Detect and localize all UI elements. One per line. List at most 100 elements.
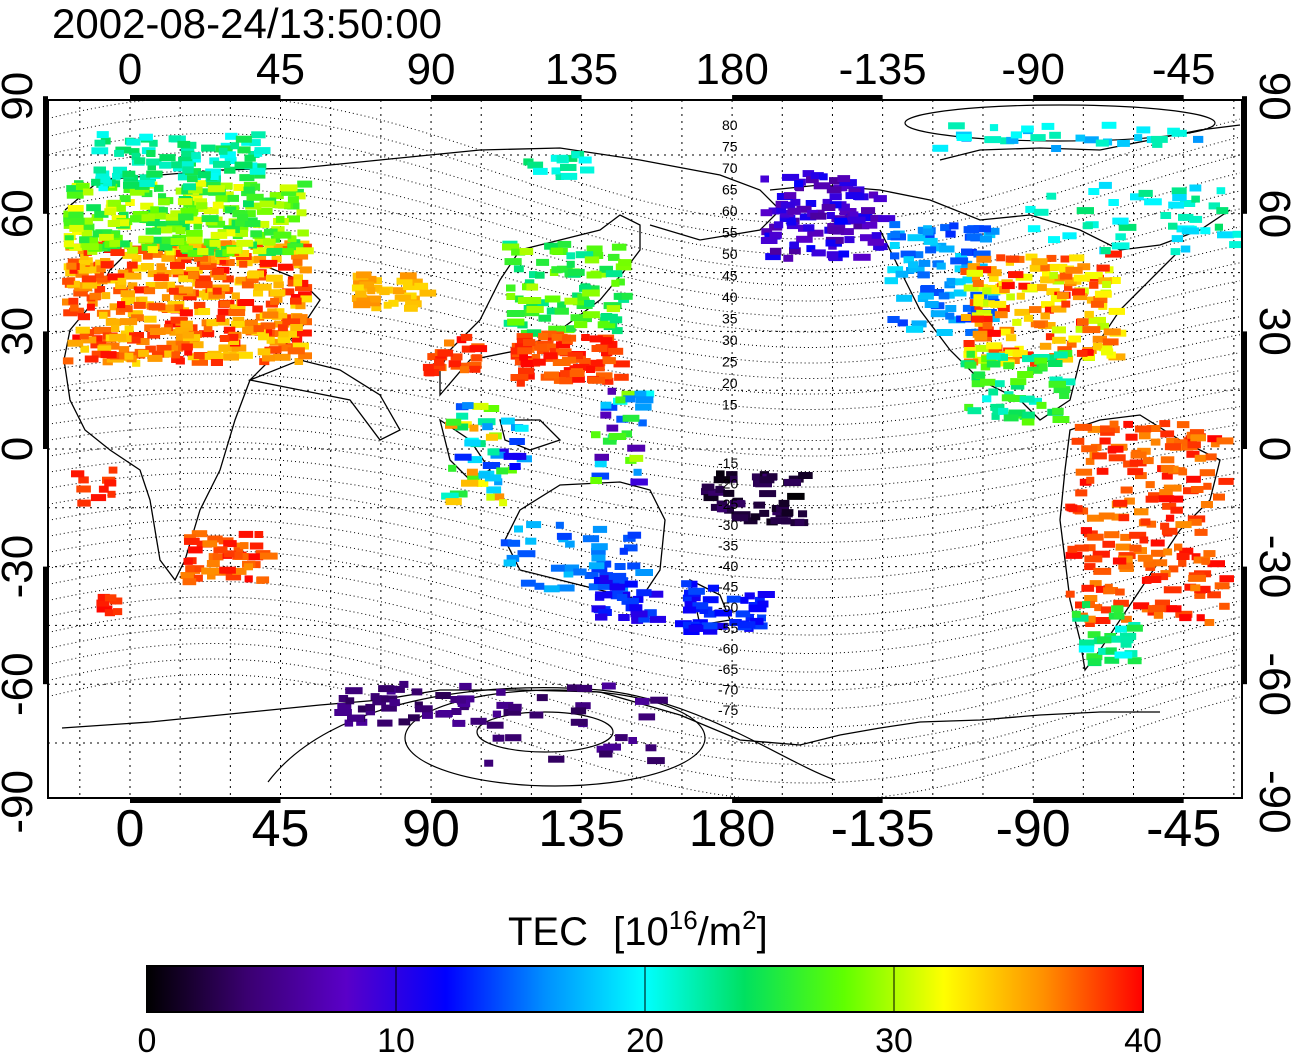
tec-cell: [177, 198, 193, 206]
tec-cell: [111, 230, 120, 238]
tec-cell: [1165, 514, 1175, 522]
tec-cell: [507, 318, 525, 326]
tec-cell: [1065, 551, 1083, 559]
tec-cell: [1170, 506, 1183, 514]
tec-cell: [451, 708, 462, 715]
lon-tick-label: -90: [1001, 45, 1065, 94]
tec-cell: [125, 199, 135, 206]
tec-cell: [1049, 263, 1068, 271]
tec-cell: [684, 596, 697, 604]
tec-cell: [1204, 619, 1215, 626]
tec-cell: [600, 337, 613, 345]
tec-cell: [967, 263, 980, 271]
tec-cell: [551, 333, 568, 341]
tec-cell: [254, 237, 271, 245]
tec-cell: [239, 542, 249, 550]
tec-cell: [692, 602, 709, 610]
tec-cell: [1102, 540, 1115, 548]
tec-cell: [839, 179, 857, 187]
tec-cell: [109, 333, 127, 341]
tec-cell: [683, 606, 697, 614]
tec-cell: [91, 335, 103, 343]
tec-cell: [81, 336, 97, 344]
tec-cell: [454, 453, 472, 461]
tec-cell: [400, 272, 417, 280]
tec-cell: [1086, 514, 1104, 522]
tec-cell: [769, 247, 782, 255]
tec-cell: [1188, 574, 1206, 582]
tec-cell: [889, 221, 901, 229]
tec-cell: [1203, 482, 1212, 490]
tec-cell: [496, 701, 514, 709]
tec-cell: [636, 589, 652, 597]
tec-cell: [562, 564, 580, 572]
tec-cell: [1082, 326, 1101, 334]
tec-cell: [212, 553, 224, 561]
lat-tick-label: 30: [1250, 307, 1292, 356]
tec-cell: [600, 411, 612, 419]
contour-line: [48, 627, 1241, 747]
tec-cell: [544, 295, 561, 303]
tec-cell: [994, 311, 1008, 319]
contour-line: [48, 170, 1241, 286]
tec-cell: [631, 616, 644, 624]
tec-cell: [1046, 288, 1060, 296]
tec-cell: [228, 309, 246, 316]
tec-cell: [68, 211, 84, 219]
tec-cell: [794, 180, 804, 188]
tec-cell: [1109, 587, 1118, 594]
tec-cell: [938, 292, 950, 300]
tec-cell: [1216, 187, 1226, 195]
tec-cell: [188, 272, 199, 279]
tec-cell: [396, 277, 414, 285]
lon-tick-label: 180: [689, 800, 776, 858]
tec-cell: [448, 464, 457, 472]
tec-cell: [1108, 307, 1125, 315]
tec-cell: [148, 212, 167, 220]
tec-cell: [1066, 504, 1078, 512]
tec-cell: [87, 299, 98, 307]
tec-cell: [567, 352, 583, 360]
tec-cell: [291, 252, 309, 260]
tec-cell: [170, 316, 188, 324]
contour-line: [48, 472, 1241, 562]
tec-cell: [357, 705, 369, 713]
tec-cell: [566, 260, 575, 268]
tec-cell: [371, 304, 382, 312]
tec-cell: [1003, 414, 1019, 422]
tec-cell: [1097, 322, 1109, 330]
tec-cell: [75, 183, 90, 191]
tec-cell: [210, 231, 228, 239]
tec-cell: [1049, 376, 1063, 384]
tec-cell: [627, 531, 642, 539]
tec-cell: [990, 300, 1007, 308]
tec-cell: [1100, 247, 1111, 254]
tec-cell: [936, 329, 953, 336]
tec-cell: [543, 343, 559, 351]
tec-cell: [266, 274, 283, 282]
tec-cell: [588, 285, 600, 293]
tec-cell: [1178, 468, 1188, 476]
tec-cell: [84, 355, 99, 363]
tec-cell: [549, 348, 560, 356]
lon-tick-label: 135: [545, 45, 618, 94]
tec-cell: [1118, 223, 1137, 231]
tec-cell: [122, 251, 139, 259]
tec-cell: [878, 215, 896, 223]
tec-cell: [176, 217, 191, 225]
tec-cell: [461, 345, 476, 353]
tec-cell: [266, 336, 275, 344]
tec-cell: [271, 226, 285, 234]
tec-cell: [563, 570, 574, 578]
tec-cell: [582, 289, 600, 297]
tec-cell: [217, 308, 232, 316]
tec-cell: [597, 582, 611, 590]
contour-label: 65: [722, 182, 738, 198]
tec-cell: [187, 249, 203, 257]
tec-cell: [452, 719, 466, 727]
tec-cell: [170, 261, 185, 269]
tec-cell: [1112, 557, 1127, 565]
tec-cell: [388, 299, 399, 307]
tec-cell: [252, 220, 270, 228]
timestamp-label: 2002-08-24/13:50:00: [52, 0, 442, 47]
